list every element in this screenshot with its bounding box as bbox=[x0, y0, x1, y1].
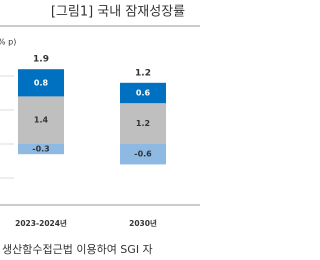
bar-segment bbox=[120, 144, 166, 165]
x-tick-label: 2030년 bbox=[129, 218, 157, 228]
value-label: 1.2 bbox=[136, 119, 150, 128]
value-label: -0.3 bbox=[32, 145, 50, 154]
y-axis-label: % p) bbox=[0, 38, 16, 47]
value-label: 1.4 bbox=[34, 116, 49, 125]
x-tick-label: 2023-2024년 bbox=[15, 218, 67, 228]
footer: 생산함수접근법 이용하여 SGI 자 bbox=[2, 242, 153, 256]
value-label: -0.6 bbox=[134, 150, 152, 159]
total-label: 1.9 bbox=[33, 55, 49, 65]
bar-segment bbox=[18, 144, 64, 155]
chart: [그림1] 국내 잠재성장률 % p) 생산함수접근법 이용하여 SGI 자 1… bbox=[0, 5, 200, 256]
bar-segment bbox=[18, 96, 64, 144]
bar-segment bbox=[18, 69, 64, 97]
chart-title: [그림1] 국내 잠재성장률 bbox=[51, 5, 185, 20]
bar-segment bbox=[120, 103, 166, 144]
total-label: 1.2 bbox=[135, 68, 151, 78]
value-label: 0.6 bbox=[136, 89, 151, 98]
bar-segment bbox=[120, 82, 166, 104]
value-label: 0.8 bbox=[34, 78, 49, 87]
